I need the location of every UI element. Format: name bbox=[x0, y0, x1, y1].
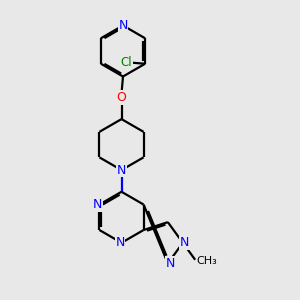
Text: CH₃: CH₃ bbox=[197, 256, 218, 266]
Text: N: N bbox=[118, 19, 128, 32]
Text: N: N bbox=[93, 198, 103, 211]
Text: N: N bbox=[115, 236, 125, 249]
Text: O: O bbox=[117, 91, 126, 104]
Text: N: N bbox=[180, 236, 189, 249]
Text: N: N bbox=[117, 164, 126, 177]
Text: Cl: Cl bbox=[121, 56, 132, 69]
Text: N: N bbox=[166, 257, 175, 270]
